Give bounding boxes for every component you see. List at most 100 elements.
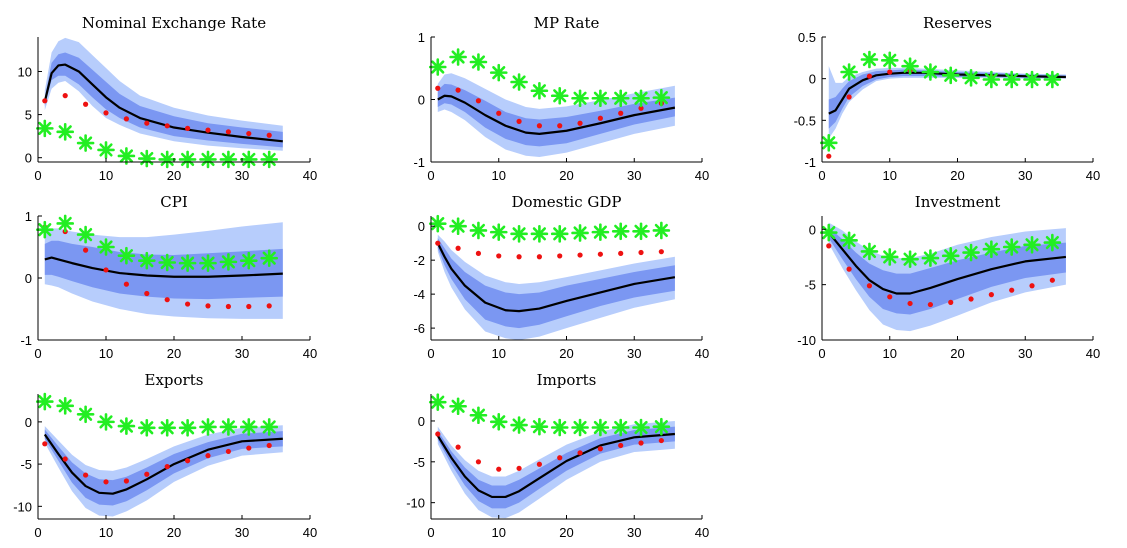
red-dot [164, 297, 170, 303]
red-dot [536, 461, 543, 467]
green-star [611, 418, 630, 437]
green-star [489, 223, 508, 241]
green-star [901, 250, 919, 268]
panel-title: Nominal Exchange Rate [82, 14, 266, 32]
green-star [962, 69, 980, 87]
red-dot [1049, 277, 1055, 283]
green-star [76, 405, 95, 424]
band-90 [44, 37, 283, 151]
median-line [436, 432, 675, 499]
x-tick-label: 20 [167, 346, 181, 361]
green-star [138, 251, 156, 270]
red-dot [597, 446, 603, 452]
green-star [550, 225, 569, 243]
x-tick-label: 30 [235, 168, 249, 183]
x-tick-label: 40 [1086, 346, 1100, 361]
panel-title: Exports [145, 371, 204, 389]
red-dot [144, 290, 150, 297]
band-68 [44, 429, 283, 506]
red-dot [225, 129, 231, 135]
green-star [219, 150, 238, 169]
green-star [1043, 70, 1062, 89]
green-star [219, 253, 238, 271]
red-dot [968, 296, 974, 302]
x-tick-label: 20 [559, 346, 573, 361]
red-dot [516, 254, 522, 260]
green-star [1023, 235, 1041, 254]
red-dot [557, 253, 563, 259]
red-dot [185, 301, 191, 307]
red-dot [103, 267, 109, 273]
x-tick-label: 20 [167, 525, 181, 540]
green-star [591, 418, 610, 437]
median-line [43, 433, 283, 495]
y-tick-label: 5 [25, 108, 32, 123]
x-tick-label: 10 [492, 346, 506, 361]
red-dot [846, 94, 852, 100]
red-dot [658, 437, 664, 444]
green-star [840, 231, 858, 250]
green-star [652, 221, 671, 240]
green-star [178, 418, 197, 437]
panel-title: Reserves [923, 14, 992, 32]
red-dot [948, 299, 954, 305]
red-dot [927, 301, 934, 308]
y-tick-label: 1 [418, 30, 425, 45]
red-dot [475, 250, 482, 256]
x-tick-label: 30 [235, 346, 249, 361]
red-dot [618, 110, 624, 116]
green-star [880, 248, 899, 266]
green-star [632, 89, 650, 108]
panel-reserves: 0 10 20 30 40 -1 -0.5 0 0.5 Reserves [794, 14, 1101, 183]
x-tick-label: 30 [627, 346, 641, 361]
red-dot [866, 283, 873, 289]
green-star [1002, 238, 1021, 256]
red-dot [42, 441, 48, 447]
y-tick-label: 0.5 [798, 30, 816, 45]
red-dot [536, 254, 543, 260]
green-star [469, 53, 488, 71]
panel-title: Investment [915, 193, 1000, 211]
red-dot [205, 127, 211, 133]
green-star [56, 214, 74, 233]
red-dot [455, 444, 461, 450]
green-star [117, 417, 136, 435]
red-dot [144, 120, 150, 126]
red-dot [826, 243, 832, 249]
y-tick-label: 0 [25, 415, 32, 430]
red-dot [846, 266, 852, 272]
x-tick-label: 40 [303, 525, 317, 540]
green-star [449, 397, 467, 416]
red-dot [577, 252, 583, 258]
median-line [437, 94, 676, 135]
red-dot [887, 69, 893, 75]
green-star [652, 417, 671, 436]
green-star [117, 246, 136, 265]
red-dot [516, 118, 522, 124]
red-dot [475, 98, 482, 104]
x-tick-label: 40 [303, 168, 317, 183]
green-star [530, 225, 549, 243]
red-dot [597, 251, 603, 257]
red-dot [826, 153, 832, 159]
green-star [632, 222, 650, 241]
x-tick-label: 10 [99, 525, 113, 540]
red-dot [638, 249, 644, 256]
x-tick-label: 10 [883, 168, 897, 183]
green-star [901, 57, 919, 75]
x-tick-label: 10 [883, 346, 897, 361]
x-tick-label: 30 [1018, 168, 1032, 183]
x-tick-label: 40 [303, 346, 317, 361]
green-star [260, 150, 279, 169]
red-dot [597, 115, 603, 121]
x-tick-label: 20 [559, 168, 573, 183]
green-star [428, 393, 447, 411]
x-tick-label: 40 [695, 168, 709, 183]
red-dot [225, 448, 231, 455]
red-dot [266, 442, 272, 449]
red-dot [618, 442, 624, 449]
y-tick-label: -10 [13, 499, 32, 514]
green-star [240, 251, 258, 270]
